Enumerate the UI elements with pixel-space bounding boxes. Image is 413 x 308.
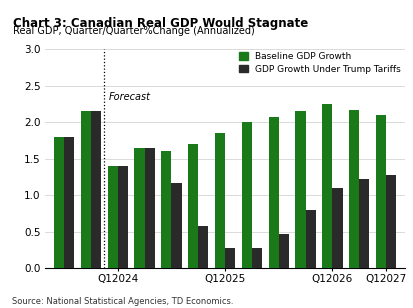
Bar: [268, 117, 279, 268]
Legend: Baseline GDP Growth, GDP Growth Under Trump Tariffs: Baseline GDP Growth, GDP Growth Under Tr…: [236, 49, 404, 76]
Bar: [332, 188, 342, 268]
Bar: [225, 248, 235, 268]
Bar: [198, 226, 209, 268]
Bar: [161, 151, 171, 268]
Bar: [376, 115, 386, 268]
Bar: [252, 248, 262, 268]
Bar: [306, 210, 316, 268]
Bar: [349, 110, 359, 268]
Bar: [118, 166, 128, 268]
Text: Source: National Statistical Agencies, TD Economics.: Source: National Statistical Agencies, T…: [12, 298, 234, 306]
Bar: [322, 104, 332, 268]
Bar: [279, 234, 289, 268]
Bar: [242, 122, 252, 268]
Bar: [64, 137, 74, 268]
Bar: [188, 144, 198, 268]
Bar: [81, 111, 91, 268]
Bar: [91, 111, 101, 268]
Text: Forecast: Forecast: [109, 92, 150, 102]
Bar: [171, 183, 182, 268]
Bar: [108, 166, 118, 268]
Bar: [145, 148, 155, 268]
Bar: [135, 148, 145, 268]
Text: Real GDP, Quarter/Quarter%Change (Annualized): Real GDP, Quarter/Quarter%Change (Annual…: [13, 26, 255, 36]
Bar: [295, 111, 306, 268]
Bar: [359, 179, 369, 268]
Text: Chart 3: Canadian Real GDP Would Stagnate: Chart 3: Canadian Real GDP Would Stagnat…: [13, 17, 309, 30]
Bar: [386, 175, 396, 268]
Bar: [54, 137, 64, 268]
Bar: [215, 133, 225, 268]
